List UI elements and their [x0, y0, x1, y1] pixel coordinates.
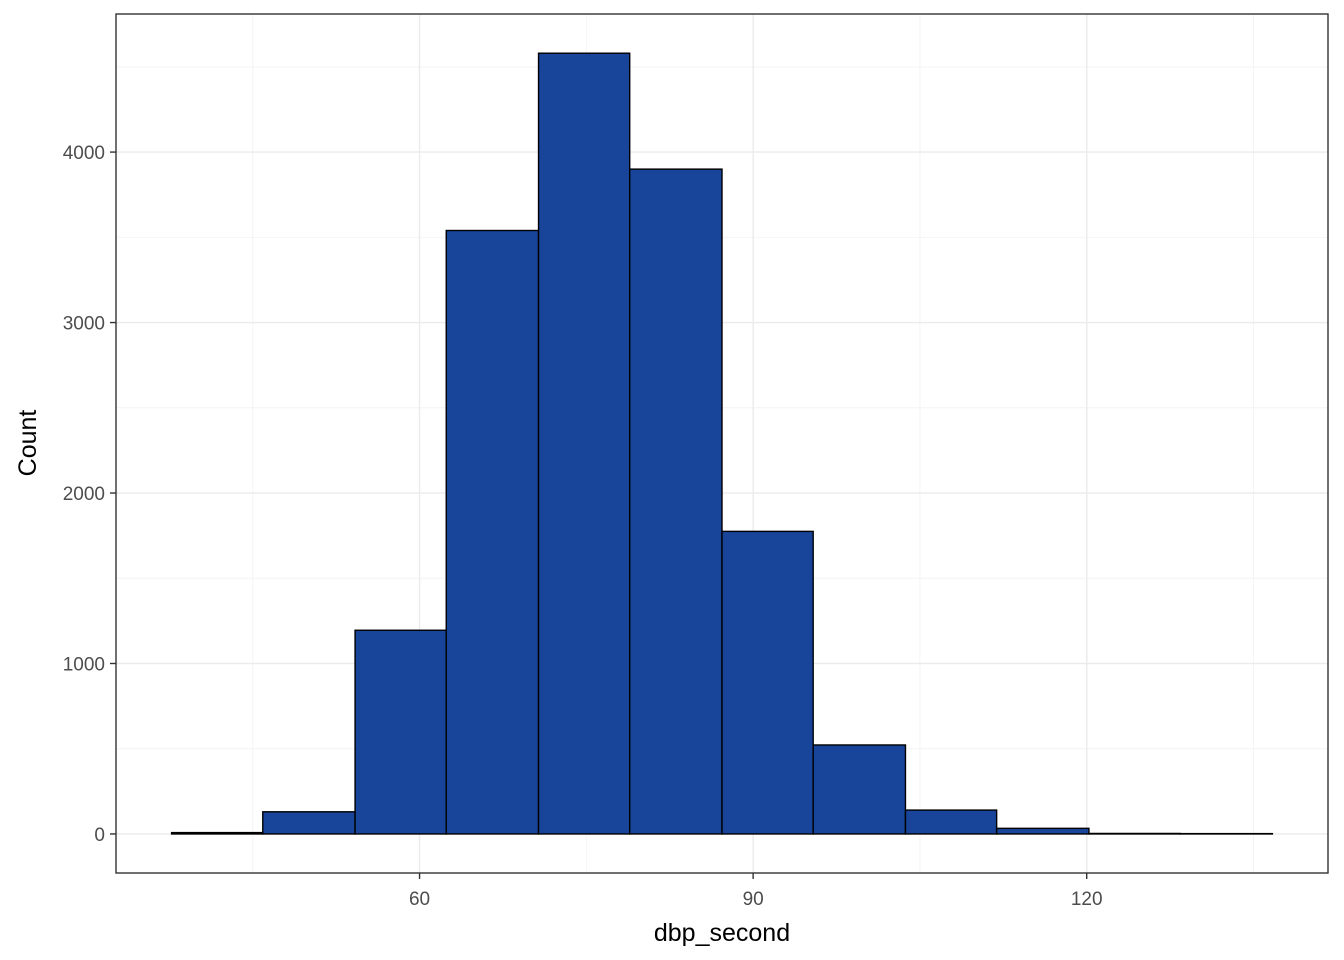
histogram-bar-3 [354, 629, 447, 835]
y-tick-label: 4000 [63, 143, 105, 164]
y-tick-label: 1000 [63, 654, 105, 675]
panel-border [115, 13, 1329, 874]
y-tick-label: 3000 [63, 314, 105, 335]
histogram-bar-11 [1088, 832, 1181, 835]
histogram-bar-2 [262, 811, 356, 835]
histogram-bar-10 [995, 827, 1090, 835]
histogram-bar-7 [721, 530, 814, 835]
x-tick-label: 90 [743, 889, 764, 910]
x-tick-label: 120 [1071, 889, 1103, 910]
histogram-bar-5 [537, 52, 631, 835]
y-axis-title: Count [14, 410, 42, 477]
x-tick-label: 60 [409, 889, 430, 910]
histogram-bar-8 [812, 744, 907, 835]
y-tick-label: 0 [94, 825, 105, 846]
histogram-bars [170, 52, 1274, 835]
histogram-bar-6 [629, 168, 723, 835]
histogram-bar-4 [445, 229, 540, 835]
x-axis-title: dbp_second [654, 919, 790, 947]
x-axis: 60 90 120 [409, 873, 1103, 910]
histogram-bar-9 [904, 809, 998, 835]
y-axis: 0 1000 2000 3000 4000 [63, 143, 116, 846]
histogram-bar-1 [170, 831, 264, 835]
y-tick-label: 2000 [63, 484, 105, 505]
